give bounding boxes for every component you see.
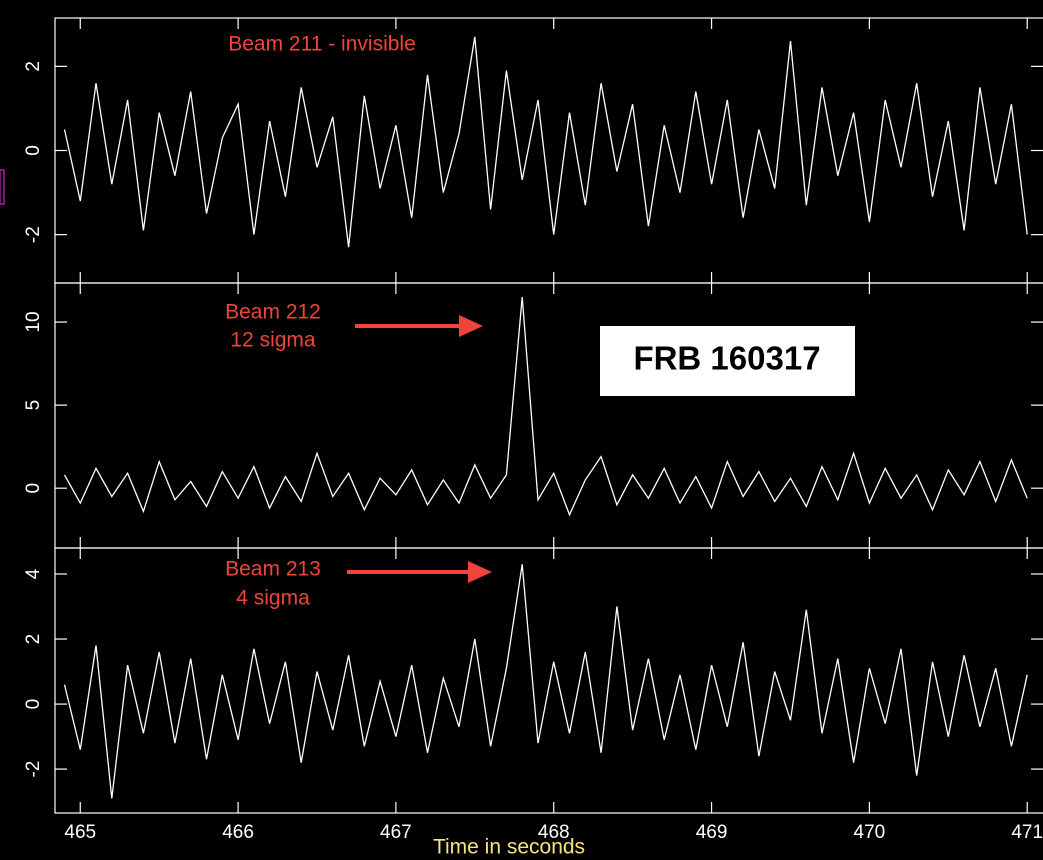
panel-frame: [54, 17, 1043, 284]
x-tick-label: 467: [380, 822, 412, 843]
annotation: Beam 213: [225, 558, 321, 581]
y-tick-label: 4: [23, 568, 44, 579]
annotation: 12 sigma: [230, 329, 316, 352]
frb-label: FRB 160317: [633, 340, 820, 377]
y-tick-label: -2: [23, 226, 44, 243]
x-tick-label: 469: [696, 822, 728, 843]
signal-line: [63, 564, 1028, 799]
arrow-head: [468, 561, 492, 583]
annotation: 4 sigma: [236, 587, 310, 610]
x-tick-label: 465: [64, 822, 96, 843]
y-tick-label: 0: [23, 699, 44, 710]
x-tick-label: 470: [854, 822, 886, 843]
annotation: Beam 212: [225, 301, 321, 324]
y-tick-label: 0: [23, 145, 44, 156]
panel-frame: [54, 547, 1043, 814]
x-tick-label: 468: [538, 822, 570, 843]
y-tick-label: 5: [23, 400, 44, 411]
panel-frame: [54, 282, 1043, 549]
x-tick-label: 471: [1011, 822, 1043, 843]
side-marker: [0, 169, 5, 205]
y-tick-label: -2: [23, 761, 44, 778]
signal-line: [63, 297, 1028, 517]
signal-line: [63, 36, 1028, 248]
y-tick-label: 0: [23, 483, 44, 494]
x-axis-label: Time in seconds: [433, 836, 585, 859]
y-tick-label: 2: [23, 61, 44, 72]
y-tick-label: 2: [23, 634, 44, 645]
x-tick-label: 466: [222, 822, 254, 843]
label-box: [600, 326, 855, 396]
y-tick-label: 10: [23, 311, 44, 332]
annotation: Beam 211 - invisible: [228, 33, 416, 56]
arrow-head: [459, 315, 483, 337]
